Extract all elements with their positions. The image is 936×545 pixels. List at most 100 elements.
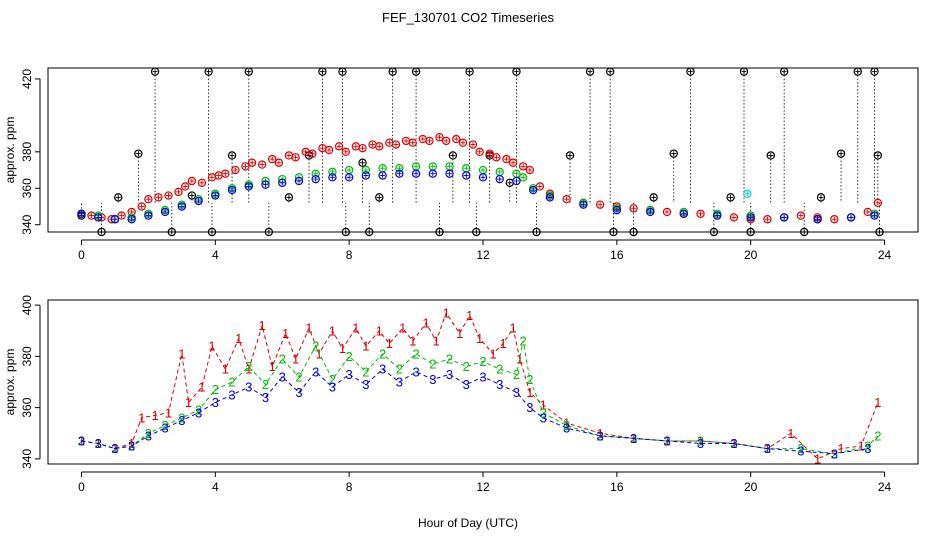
point-blue (779, 213, 789, 222)
point-3: 3 (429, 372, 436, 387)
point-ring (646, 207, 655, 217)
point-black (746, 227, 755, 237)
point-red (401, 136, 411, 146)
point-red (863, 207, 873, 217)
y-axis-title: approx. ppm (3, 117, 17, 184)
point-ring (528, 185, 538, 195)
point-ring (518, 162, 528, 171)
point-ring (110, 215, 120, 224)
point-ring (247, 158, 257, 167)
point-ring (629, 204, 638, 213)
point-ring (227, 185, 237, 195)
point-3: 3 (730, 436, 737, 451)
point-ring (729, 213, 739, 222)
point-ring (180, 182, 190, 191)
point-blue (127, 215, 136, 224)
point-2: 2 (429, 357, 436, 372)
point-green (512, 169, 521, 178)
point-1: 1 (499, 336, 506, 351)
point-ring (127, 215, 136, 224)
point-2: 2 (178, 410, 185, 425)
point-blue (612, 205, 622, 215)
point-blue (311, 174, 320, 184)
x-tick-label: 4 (212, 248, 219, 262)
point-2: 2 (446, 351, 453, 366)
point-3: 3 (161, 421, 168, 436)
point-red (696, 209, 705, 218)
x-tick-label: 0 (78, 480, 85, 494)
point-1: 1 (339, 341, 346, 356)
point-1: 1 (235, 331, 242, 346)
point-ring (870, 67, 879, 76)
point-ring (743, 189, 752, 198)
point-black (853, 67, 862, 76)
point-red (284, 151, 294, 160)
point-blue (870, 211, 879, 220)
point-black (207, 227, 217, 237)
point-black (875, 227, 884, 237)
point-ring (766, 151, 775, 160)
point-3: 3 (864, 441, 871, 456)
point-ring (562, 194, 571, 204)
point-blue (294, 176, 304, 186)
point-black (465, 67, 474, 76)
point-ring (174, 187, 183, 197)
point-ring (836, 149, 846, 158)
point-1: 1 (874, 395, 881, 410)
point-1: 1 (540, 398, 547, 413)
point-green (495, 167, 504, 177)
point-ring (264, 227, 274, 237)
point-ring (779, 213, 789, 222)
point-ring (274, 158, 284, 167)
point-red (502, 154, 511, 164)
point-1: 1 (165, 405, 172, 420)
point-blue (395, 169, 404, 178)
x-tick-label: 24 (878, 248, 892, 262)
x-tick-label: 0 (78, 248, 85, 262)
point-ring (796, 211, 806, 220)
point-ring (338, 67, 347, 76)
point-1: 1 (422, 316, 429, 331)
point-green (478, 165, 488, 175)
point-2: 2 (362, 364, 369, 379)
point-blue (495, 174, 504, 184)
point-black (411, 67, 421, 76)
point-blue (512, 176, 521, 186)
x-tick-label: 16 (610, 480, 624, 494)
point-2: 2 (412, 346, 419, 361)
point-black (816, 193, 826, 202)
point-1: 1 (526, 385, 533, 400)
point-1: 1 (857, 439, 864, 454)
point-black (512, 67, 521, 76)
point-blue (428, 169, 438, 178)
point-1: 1 (305, 321, 312, 336)
point-2: 2 (540, 405, 547, 420)
point-1: 1 (128, 436, 135, 451)
point-ring (187, 191, 197, 200)
point-red (117, 211, 126, 220)
x-tick-label: 12 (476, 480, 490, 494)
point-blue (227, 185, 237, 195)
point-ring (408, 138, 417, 147)
point-blue (144, 211, 153, 220)
point-1: 1 (151, 408, 158, 423)
point-red (241, 162, 250, 171)
point-black (800, 227, 809, 237)
point-red (308, 149, 317, 158)
point-ring (492, 153, 501, 162)
point-ring (311, 174, 320, 184)
point-ring (117, 211, 126, 220)
point-black (709, 227, 719, 237)
point-2: 2 (479, 354, 486, 369)
point-ring (341, 147, 351, 157)
point-blue (545, 193, 555, 202)
point-3: 3 (362, 377, 369, 392)
y-tick-label: 400 (20, 295, 34, 315)
point-ring (495, 174, 504, 184)
point-ring (144, 211, 153, 220)
point-ring (378, 171, 387, 180)
point-ring (846, 213, 856, 222)
point-ring (395, 169, 404, 178)
